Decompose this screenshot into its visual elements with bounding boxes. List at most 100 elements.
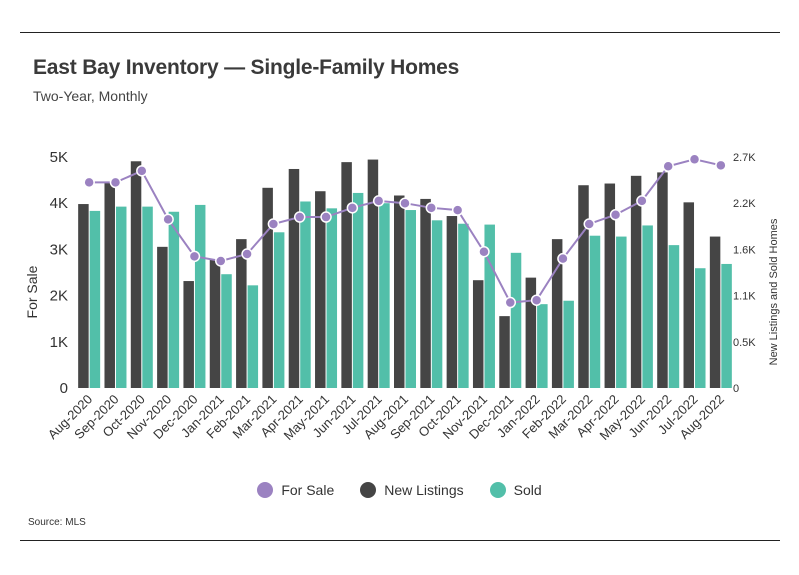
bar-sold: [194, 204, 206, 388]
bar-sold: [221, 274, 232, 388]
bar-sold: [563, 300, 574, 388]
bar-new-listings: [446, 216, 458, 388]
bar-new-listings: [367, 159, 379, 388]
point-for-sale: [609, 209, 622, 221]
bar-new-listings: [157, 246, 168, 388]
bar-new-listings: [525, 277, 537, 388]
bar-new-listings: [183, 281, 194, 388]
bar-sold: [589, 235, 601, 388]
point-for-sale: [557, 252, 569, 265]
bar-sold: [379, 203, 390, 388]
y-tick-label: 5K: [50, 149, 68, 166]
bar-new-listings: [657, 172, 668, 388]
bar-new-listings: [604, 183, 616, 388]
bar-new-listings: [499, 316, 510, 388]
point-for-sale: [451, 204, 464, 216]
bar-new-listings: [236, 239, 247, 388]
bar-sold: [695, 268, 706, 388]
point-for-sale: [320, 211, 332, 223]
point-for-sale: [215, 255, 227, 267]
bar-new-listings: [630, 175, 642, 388]
point-for-sale: [109, 176, 122, 189]
bar-sold: [668, 245, 680, 388]
point-for-sale: [662, 160, 674, 172]
point-for-sale: [530, 294, 543, 306]
bottom-rule: [20, 540, 780, 541]
y2-tick-label: 2.7K: [733, 152, 756, 164]
legend-label-for-sale: For Sale: [281, 482, 335, 498]
y2-tick-label: 0: [733, 383, 739, 395]
chart-title: East Bay Inventory — Single-Family Homes: [33, 56, 460, 79]
bar-new-listings: [341, 162, 352, 388]
chart-subtitle: Two-Year, Monthly: [33, 88, 148, 104]
point-for-sale: [583, 218, 595, 230]
y-axis-title: For Sale: [24, 265, 40, 318]
point-for-sale: [372, 195, 385, 207]
bar-new-listings: [394, 195, 405, 388]
bar-sold: [352, 192, 364, 388]
bar-new-listings: [130, 161, 142, 388]
y2-axis-title: New Listings and Sold Homes: [768, 218, 780, 365]
bar-new-listings: [78, 204, 89, 388]
bar-sold: [168, 211, 180, 388]
point-for-sale: [715, 159, 727, 172]
point-for-sale: [241, 248, 253, 260]
point-for-sale: [425, 202, 438, 214]
point-for-sale: [83, 176, 95, 189]
y2-tick-label: 2.2K: [733, 198, 756, 210]
bar-sold: [247, 285, 259, 388]
point-for-sale: [636, 195, 648, 207]
source-note: Source: MLS: [28, 517, 86, 528]
y2-tick-label: 1.6K: [733, 244, 756, 256]
bar-new-listings: [472, 280, 484, 388]
legend-item-sold: Sold: [489, 482, 542, 498]
bar-new-listings: [315, 191, 326, 388]
point-for-sale: [688, 153, 701, 166]
point-for-sale: [504, 296, 517, 309]
bar-sold: [510, 252, 522, 388]
bar-sold: [405, 210, 416, 388]
bar-sold: [273, 232, 285, 388]
y2-tick-label: 0.5K: [733, 337, 756, 349]
bar-sold: [642, 225, 653, 388]
point-for-sale: [478, 245, 490, 258]
legend-item-for-sale: For Sale: [257, 482, 334, 498]
point-for-sale: [267, 218, 280, 230]
y-tick-label: 2K: [50, 288, 68, 305]
point-for-sale: [399, 197, 411, 209]
bar-new-listings: [262, 187, 273, 388]
bar-sold: [326, 208, 338, 388]
bar-sold: [115, 206, 127, 388]
bar-new-listings: [209, 259, 221, 388]
bar-new-listings: [683, 202, 695, 388]
bar-sold: [721, 263, 732, 388]
point-for-sale: [136, 165, 148, 177]
legend-swatch-new-listings: [360, 482, 377, 498]
bar-sold: [458, 223, 469, 388]
bar-sold: [142, 206, 153, 388]
bar-new-listings: [288, 168, 300, 388]
point-for-sale: [346, 202, 359, 214]
bar-new-listings: [420, 198, 431, 388]
top-rule: [20, 32, 780, 33]
legend-label-new-listings: New Listings: [384, 482, 464, 498]
bar-new-listings: [104, 182, 115, 388]
legend: For Sale New Listings Sold: [0, 482, 799, 498]
point-for-sale: [162, 213, 174, 226]
point-for-sale: [293, 211, 306, 223]
bar-sold: [537, 304, 548, 388]
point-for-sale: [188, 250, 201, 263]
combo-chart: 0 1K 2K 3K 4K 5K 0 0.5K 1.1K 1.6K 2.2K 2.7K For Sale…: [24, 149, 780, 443]
bar-sold: [616, 236, 627, 388]
bar-sold: [89, 210, 101, 388]
bar-new-listings: [709, 236, 721, 388]
bar-sold: [431, 220, 443, 388]
legend-item-new-listings: New Listings: [360, 482, 464, 498]
y-tick-label: 4K: [50, 195, 68, 212]
bar-new-listings: [578, 185, 589, 388]
y-tick-label: 0: [60, 380, 68, 397]
y2-tick-label: 1.1K: [733, 291, 756, 303]
legend-label-sold: Sold: [513, 482, 542, 498]
bar-sold: [300, 201, 311, 388]
y-tick-label: 1K: [50, 334, 68, 351]
